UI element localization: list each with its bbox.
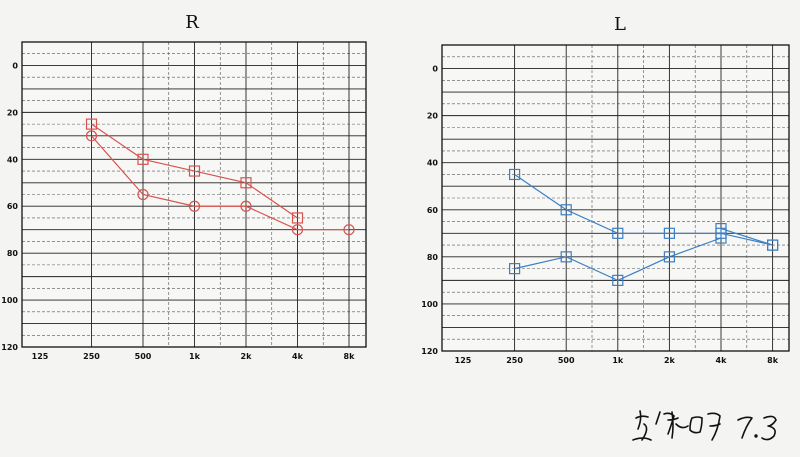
y-tick-label: 20	[7, 108, 19, 117]
x-tick-label: 2k	[664, 356, 676, 365]
data-point	[137, 153, 149, 165]
y-tick-label: 0	[432, 65, 438, 74]
y-tick-label: 100	[1, 296, 18, 305]
data-point	[85, 130, 98, 142]
data-point	[188, 165, 201, 177]
data-point	[560, 204, 572, 216]
x-tick-label: 4k	[716, 356, 728, 365]
data-point	[509, 263, 521, 275]
y-tick-label: 100	[421, 300, 438, 309]
left-ear-chart: L 0 20 40 60 80 100 120 125 250 500 1k 2k 4k 8k	[421, 14, 790, 365]
x-tick-label: 500	[558, 356, 575, 365]
y-tick-label: 40	[427, 159, 439, 168]
x-tick-label: 250	[83, 352, 100, 361]
x-tick-label: 1k	[189, 352, 201, 361]
y-tick-label: 120	[1, 343, 18, 352]
y-tick-label: 80	[7, 249, 19, 258]
data-point	[188, 200, 201, 212]
x-tick-label: 1k	[612, 356, 624, 365]
data-point	[85, 118, 98, 130]
chart-title: R	[185, 12, 199, 33]
data-point	[612, 274, 624, 286]
x-tick-label: 250	[506, 356, 523, 365]
x-tick-label: 125	[455, 356, 472, 365]
handwritten-signature	[632, 410, 777, 441]
data-point	[240, 177, 252, 189]
right-ear-chart: R 0 20 40 60 80 100 120 125 250 500 1k 2k 4k 8k	[1, 12, 367, 361]
series-line	[91, 123, 298, 219]
x-tick-label: 4k	[292, 352, 304, 361]
y-tick-label: 60	[7, 202, 19, 211]
x-tick-label: 500	[135, 352, 152, 361]
series-line	[91, 135, 349, 231]
series-0	[85, 118, 304, 224]
data-point	[663, 227, 676, 239]
data-point	[715, 223, 727, 235]
data-point	[291, 224, 304, 236]
y-tick-label: 0	[12, 61, 18, 70]
x-tick-label: 125	[32, 352, 49, 361]
y-tick-label: 60	[427, 206, 439, 215]
data-point	[612, 227, 624, 239]
x-tick-label: 8k	[767, 356, 779, 365]
y-tick-label: 20	[427, 112, 439, 121]
series-line	[514, 173, 773, 246]
series-line	[514, 227, 773, 282]
x-tick-label: 2k	[241, 352, 253, 361]
y-tick-label: 120	[421, 347, 438, 356]
data-point	[509, 168, 521, 181]
data-point	[137, 188, 149, 201]
data-point	[663, 251, 676, 263]
data-point	[766, 239, 779, 251]
chart-title: L	[614, 14, 626, 35]
data-point	[343, 224, 355, 236]
series-1	[85, 130, 355, 236]
y-tick-label: 80	[427, 253, 439, 262]
data-point	[291, 212, 304, 224]
series-1	[509, 223, 779, 286]
data-point	[560, 251, 572, 263]
y-tick-label: 40	[7, 155, 19, 164]
x-tick-label: 8k	[344, 352, 356, 361]
data-point	[240, 200, 252, 212]
